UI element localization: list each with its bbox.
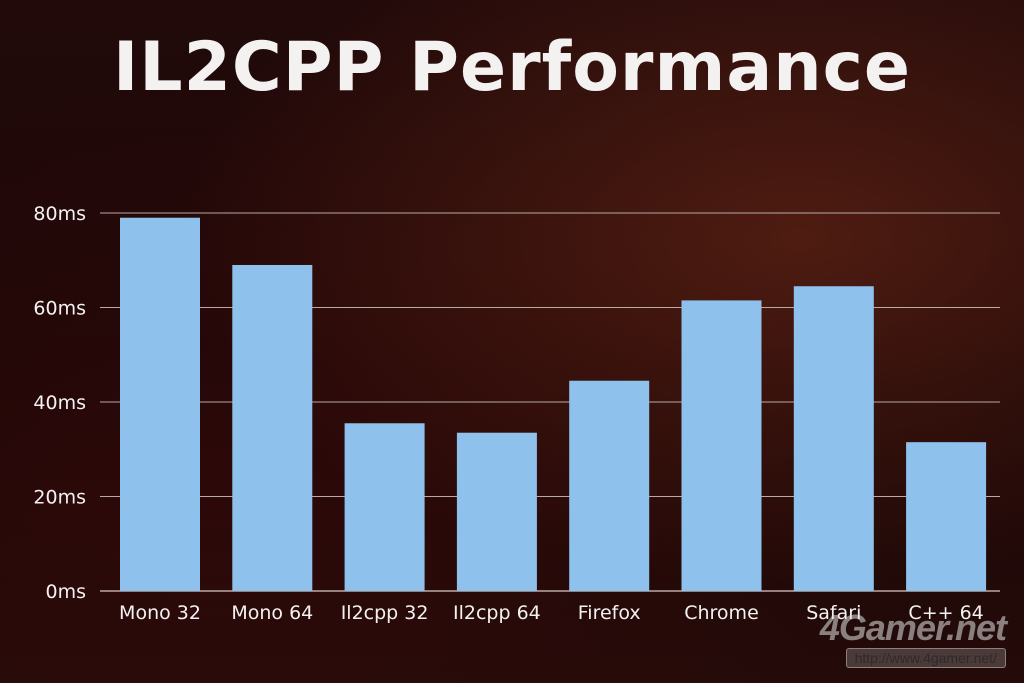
x-axis-category-labels: Mono 32 Mono 64 Il2cpp 32 Il2cpp 64 Firefox C… (119, 602, 984, 624)
watermark: 4Gamer.net http://www.4gamer.net/ (819, 607, 1007, 668)
bar (120, 217, 200, 591)
bar (681, 300, 762, 591)
x-tick-label: Firefox (578, 602, 641, 624)
bar (456, 432, 537, 591)
x-tick-label: Il2cpp 32 (341, 602, 429, 624)
bar (569, 380, 650, 591)
x-tick-label: Chrome (684, 602, 759, 624)
watermark-logo: 4Gamer.net (819, 607, 1007, 648)
y-tick-label: 20ms (33, 487, 86, 509)
chart-title: IL2CPP Performance (112, 28, 912, 107)
x-tick-label: C++ 64 (908, 602, 983, 624)
y-tick-label: 80ms (33, 203, 86, 225)
y-tick-label: 0ms (46, 581, 87, 603)
watermark-url: http://www.4gamer.net/ (845, 648, 1006, 668)
x-tick-label: Mono 64 (231, 602, 313, 624)
bars (120, 217, 987, 591)
x-tick-label: Mono 32 (119, 602, 201, 624)
bar (232, 264, 313, 591)
bar (793, 286, 874, 591)
x-tick-label: Safari (806, 602, 861, 624)
y-axis-tick-labels: 0ms 20ms 40ms 60ms 80ms (33, 203, 86, 603)
x-tick-label: Il2cpp 64 (453, 602, 541, 624)
y-tick-label: 60ms (33, 298, 86, 320)
bar (344, 423, 425, 591)
y-tick-label: 40ms (33, 392, 86, 414)
bar (906, 442, 987, 591)
